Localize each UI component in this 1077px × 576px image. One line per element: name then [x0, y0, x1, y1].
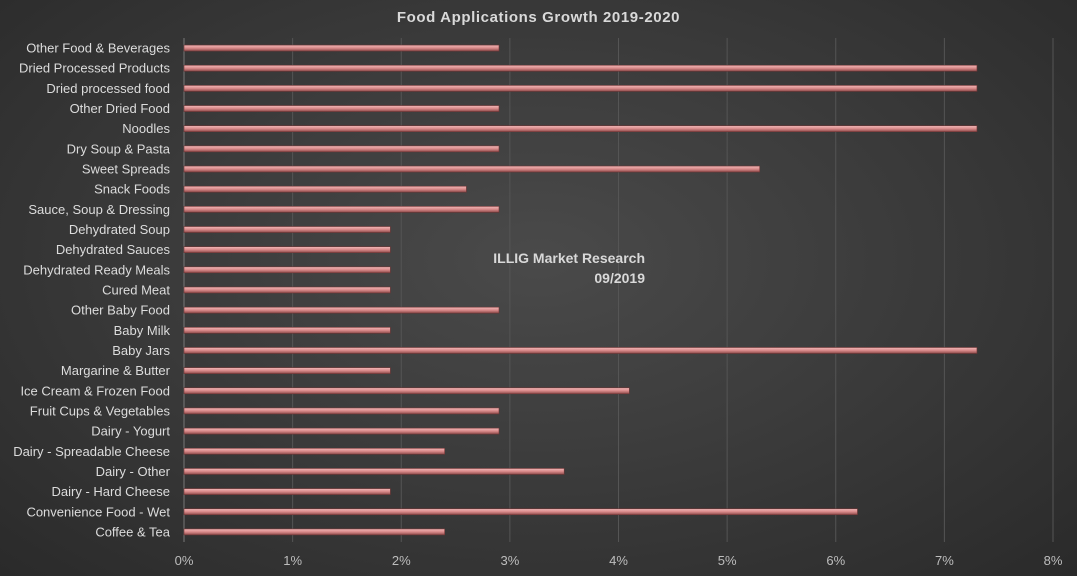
bar — [183, 64, 978, 72]
x-tick-label: 4% — [609, 553, 628, 568]
category-label: Dairy - Yogurt — [91, 424, 170, 439]
category-label: Other Food & Beverages — [26, 41, 170, 56]
bar — [183, 327, 391, 334]
bar — [183, 145, 500, 153]
bar — [183, 306, 500, 314]
category-label: Dairy - Other — [96, 464, 171, 479]
bar — [183, 105, 500, 112]
bar — [183, 286, 391, 294]
bar — [183, 508, 858, 516]
category-label: Other Baby Food — [71, 303, 170, 318]
bar — [183, 427, 500, 435]
bar — [183, 447, 446, 455]
bar — [183, 387, 630, 395]
bar — [183, 85, 978, 92]
bar — [183, 246, 391, 253]
bar — [183, 266, 391, 274]
category-label: Dairy - Spreadable Cheese — [13, 444, 170, 459]
category-label: Dry Soup & Pasta — [67, 141, 171, 156]
category-label: Noodles — [122, 121, 170, 136]
category-label: Dehydrated Sauces — [56, 242, 171, 257]
category-label: Sweet Spreads — [82, 162, 171, 177]
category-label: Coffee & Tea — [95, 524, 170, 539]
bar — [183, 528, 446, 536]
bar — [183, 125, 978, 133]
category-label: Ice Cream & Frozen Food — [20, 383, 170, 398]
bar — [183, 488, 391, 495]
category-label: Margarine & Butter — [61, 363, 171, 378]
x-tick-label: 1% — [283, 553, 302, 568]
category-label: Sauce, Soup & Dressing — [28, 202, 170, 217]
category-label: Fruit Cups & Vegetables — [30, 403, 171, 418]
bar — [183, 185, 467, 193]
bar — [183, 44, 500, 52]
category-label: Dried processed food — [46, 81, 170, 96]
x-tick-label: 6% — [826, 553, 845, 568]
x-tick-label: 7% — [935, 553, 954, 568]
x-tick-label: 0% — [175, 553, 194, 568]
bar — [183, 347, 978, 354]
bar — [183, 468, 565, 475]
annotation-line-1: ILLIG Market Research — [493, 250, 645, 266]
category-label: Cured Meat — [102, 283, 170, 298]
bar — [183, 367, 391, 374]
category-label: Dairy - Hard Cheese — [52, 484, 171, 499]
x-tick-label: 2% — [392, 553, 411, 568]
x-tick-label: 3% — [500, 553, 519, 568]
category-label: Dried Processed Products — [19, 61, 171, 76]
category-label: Baby Jars — [112, 343, 170, 358]
bar — [183, 165, 761, 173]
chart-title: Food Applications Growth 2019-2020 — [396, 9, 681, 26]
category-label: Dehydrated Soup — [69, 222, 170, 237]
annotation-line-2: 09/2019 — [594, 270, 645, 286]
category-label: Baby Milk — [114, 323, 171, 338]
bar — [183, 206, 500, 213]
bar — [183, 407, 500, 415]
watermark-annotation: ILLIG Market Research 09/2019 — [440, 248, 645, 288]
category-label: Other Dried Food — [70, 101, 170, 116]
bar — [183, 226, 391, 233]
category-label: Convenience Food - Wet — [26, 504, 170, 519]
x-tick-label: 5% — [718, 553, 737, 568]
x-tick-label: 8% — [1044, 553, 1063, 568]
category-label: Dehydrated Ready Meals — [23, 262, 170, 277]
category-label: Snack Foods — [94, 182, 170, 197]
